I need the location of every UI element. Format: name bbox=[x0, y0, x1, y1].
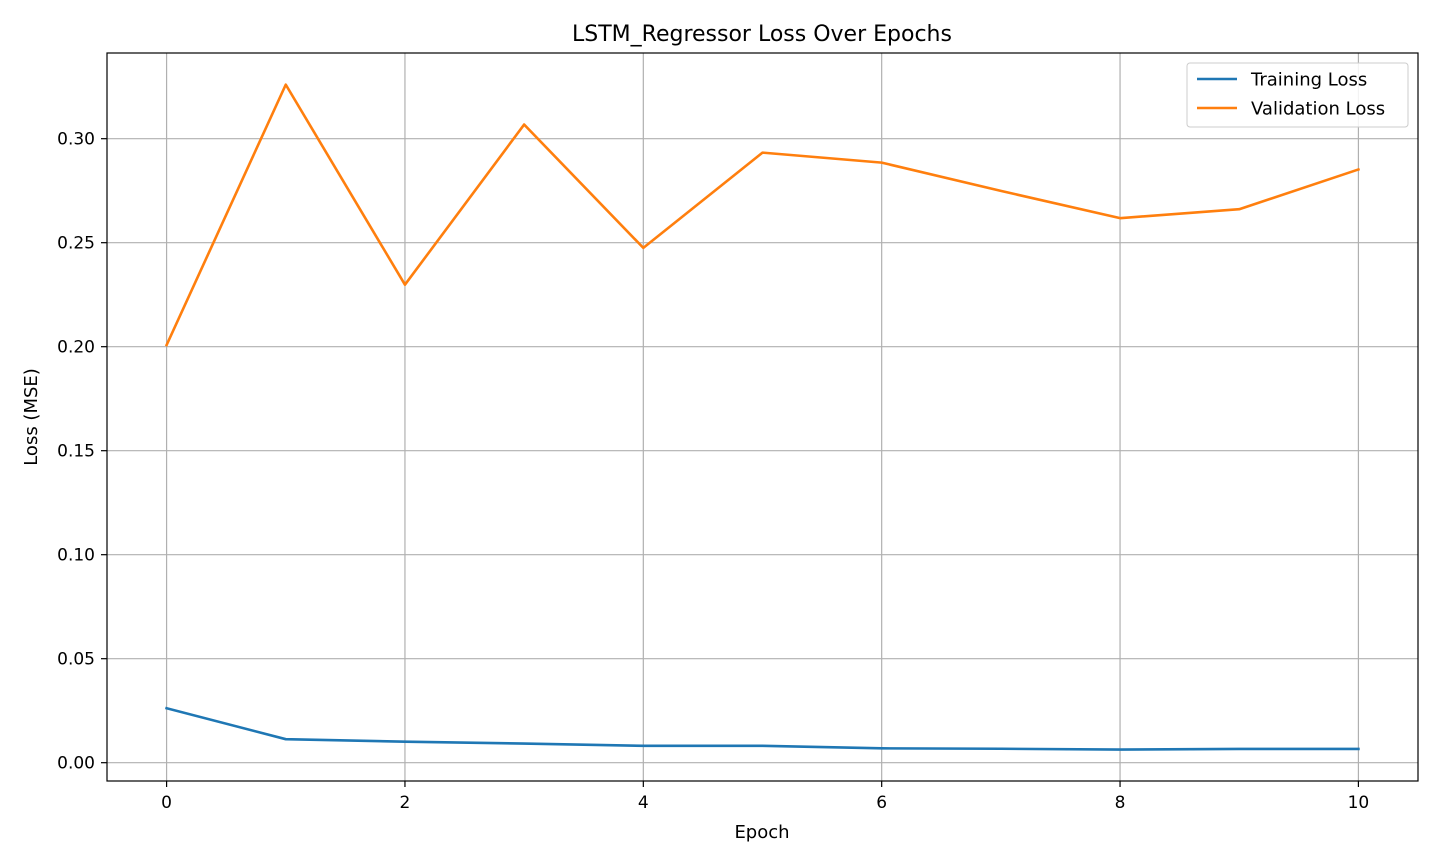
y-tick-label: 0.15 bbox=[57, 442, 95, 462]
x-axis-label: Epoch bbox=[734, 822, 789, 843]
plot-frame bbox=[106, 52, 1419, 782]
y-tick-label: 0.10 bbox=[57, 546, 95, 566]
y-tick-label: 0.05 bbox=[57, 650, 95, 670]
legend-label-training-loss: Training Loss bbox=[1250, 70, 1367, 91]
x-tick-label: 6 bbox=[876, 793, 887, 813]
legend-box bbox=[1186, 62, 1409, 128]
x-tick-label: 4 bbox=[638, 793, 649, 813]
y-axis-ticks: 0.00 0.05 0.10 0.15 0.20 0.25 0.30 bbox=[57, 130, 107, 774]
series-line-training-loss bbox=[165, 706, 1360, 751]
series-lines bbox=[164, 83, 1361, 751]
legend-label-validation-loss: Validation Loss bbox=[1251, 99, 1385, 120]
y-tick-label: 0.25 bbox=[57, 234, 95, 254]
y-axis-label: Loss (MSE) bbox=[21, 368, 42, 466]
x-tick-label: 2 bbox=[400, 793, 411, 813]
x-axis-ticks: 0 2 4 6 8 10 bbox=[161, 781, 1369, 813]
x-tick-label: 10 bbox=[1348, 793, 1370, 813]
chart-title: LSTM_Regressor Loss Over Epochs bbox=[572, 22, 952, 47]
y-tick-label: 0.20 bbox=[57, 338, 95, 358]
legend: Training Loss Validation Loss bbox=[1186, 62, 1409, 128]
x-tick-label: 0 bbox=[161, 793, 172, 813]
grid-lines bbox=[107, 53, 1418, 781]
x-tick-label: 8 bbox=[1115, 793, 1126, 813]
y-tick-label: 0.30 bbox=[57, 130, 95, 150]
series-line-validation-loss bbox=[164, 83, 1361, 347]
y-tick-label: 0.00 bbox=[57, 754, 95, 774]
